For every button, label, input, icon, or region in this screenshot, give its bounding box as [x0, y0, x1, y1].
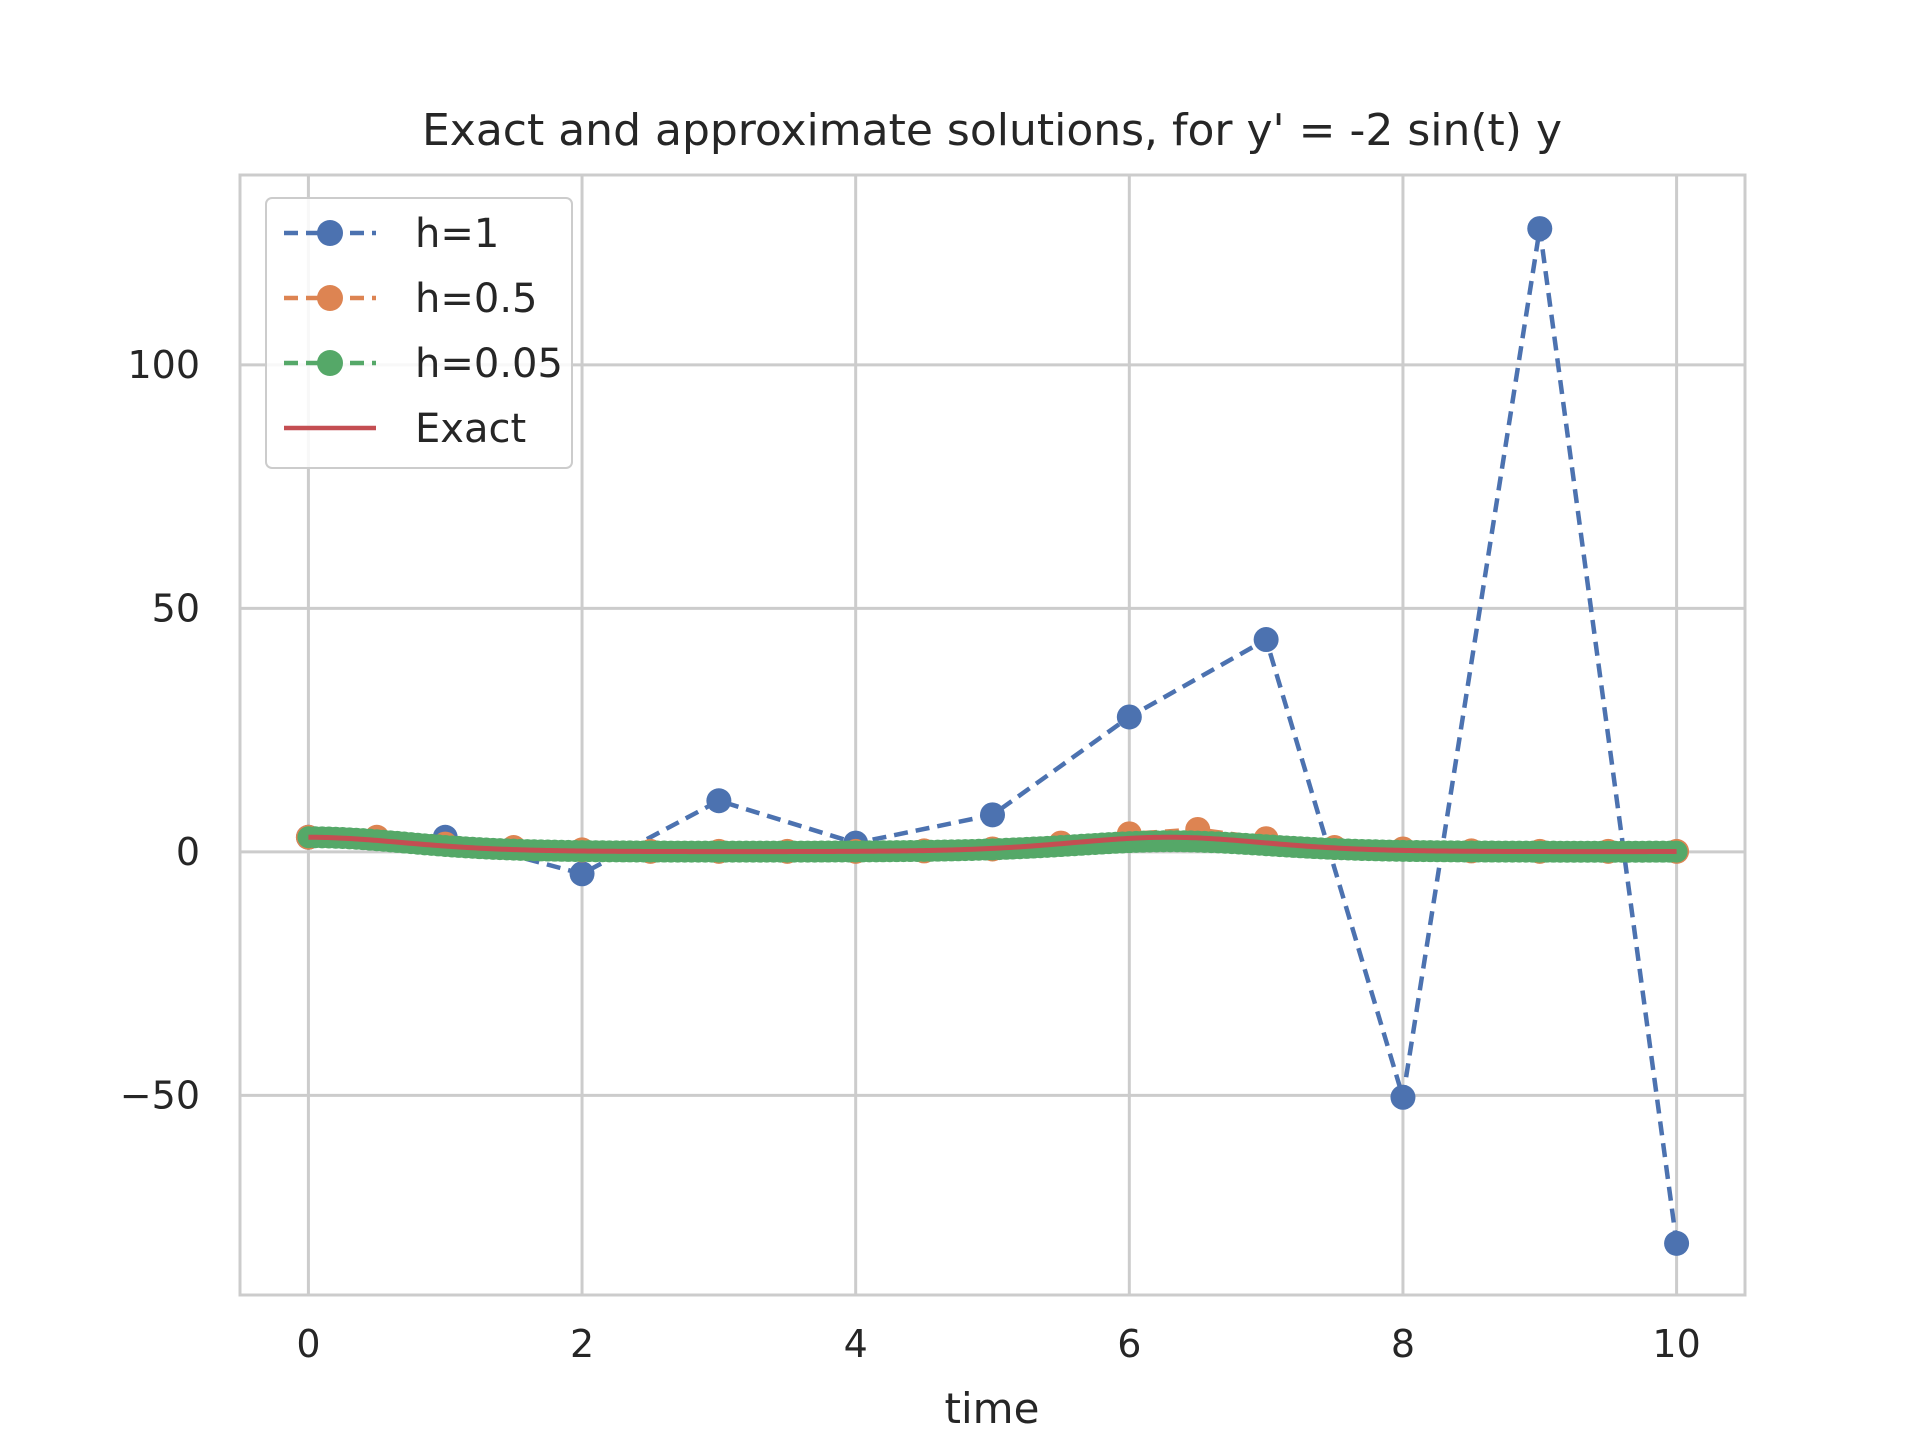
- x-tick-label: 8: [1391, 1322, 1415, 1366]
- x-tick-label: 10: [1652, 1322, 1700, 1366]
- legend-marker: [317, 350, 343, 376]
- y-tick-label: 100: [127, 343, 200, 387]
- legend-label: h=0.5: [415, 276, 537, 322]
- data-point: [1390, 1084, 1416, 1110]
- data-point: [569, 861, 595, 887]
- legend: h=1 h=0.5 h=0.05 Exact: [265, 197, 573, 469]
- y-tick-label: −50: [120, 1073, 200, 1117]
- x-tick-labels: 0 2 4 6 8 10: [296, 1322, 1700, 1366]
- plot-frame: [238, 173, 1747, 1297]
- chart-title: Exact and approximate solutions, for y' …: [422, 105, 1562, 156]
- data-point: [980, 802, 1005, 828]
- series-Exact: [308, 834, 1677, 855]
- legend-label: h=0.05: [415, 341, 563, 387]
- legend-label: h=1: [415, 211, 499, 257]
- y-tick-labels: −50 0 50 100: [120, 343, 200, 1117]
- data-point: [1527, 216, 1553, 242]
- y-tick-label: 50: [152, 586, 200, 630]
- legend-item: h=0.05: [284, 341, 563, 387]
- legend-label: Exact: [415, 406, 526, 452]
- series-layer: [295, 216, 1690, 1256]
- data-point: [1116, 704, 1142, 730]
- legend-marker: [317, 285, 343, 311]
- legend-item: h=0.5: [284, 276, 537, 322]
- x-tick-label: 4: [844, 1322, 868, 1366]
- legend-item: Exact: [284, 406, 526, 452]
- data-point: [1665, 840, 1688, 863]
- legend-frame: [265, 197, 573, 469]
- legend-marker: [317, 220, 343, 246]
- data-point: [1253, 627, 1279, 653]
- series-line-Exact: [308, 834, 1677, 855]
- x-axis-label: time: [945, 1384, 1040, 1433]
- x-tick-label: 6: [1117, 1322, 1141, 1366]
- x-tick-label: 0: [296, 1322, 320, 1366]
- data-point: [706, 788, 732, 814]
- data-point: [1664, 1230, 1690, 1256]
- y-tick-label: 0: [176, 830, 200, 874]
- x-tick-label: 2: [570, 1322, 594, 1366]
- legend-item: h=1: [284, 211, 499, 257]
